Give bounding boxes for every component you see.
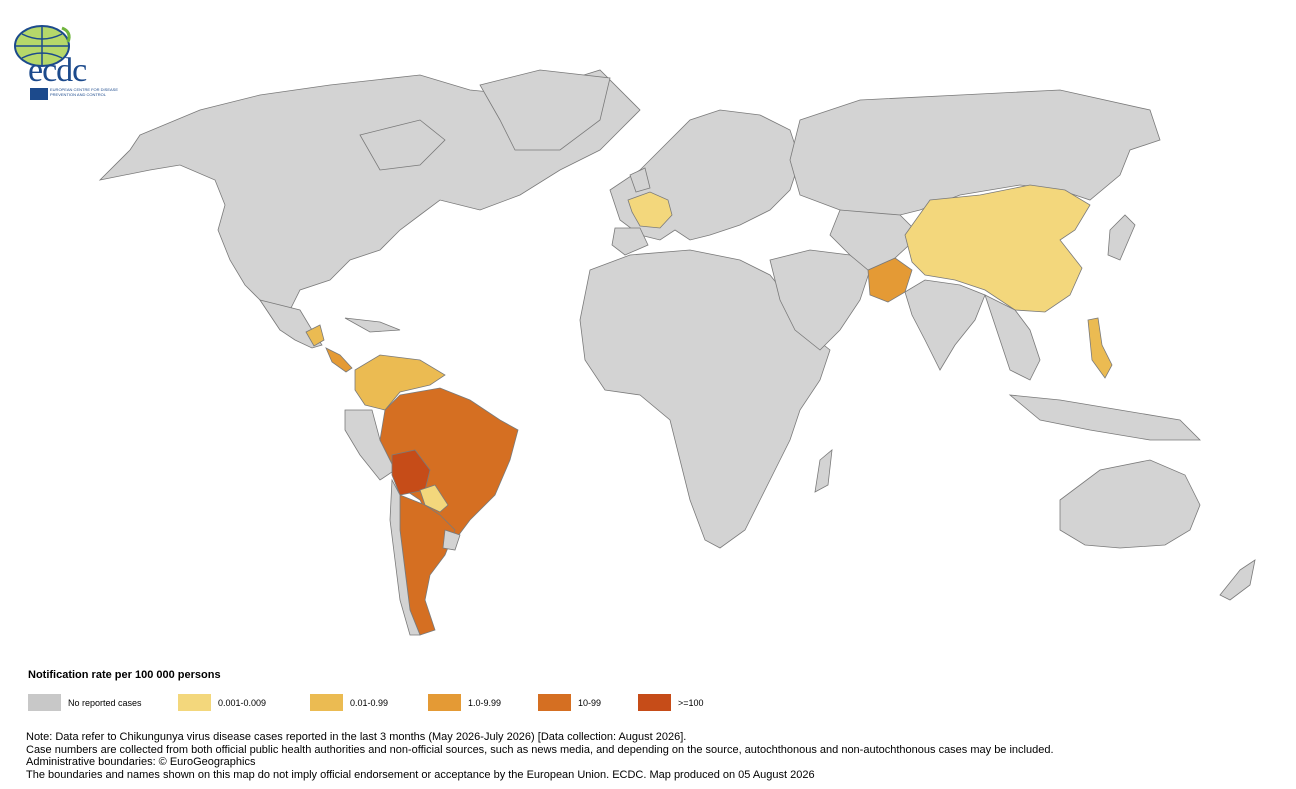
legend-label: 1.0-9.99 — [468, 697, 502, 708]
region-iberia — [611, 227, 649, 256]
note-line-3: Administrative boundaries: © EuroGeograp… — [26, 756, 256, 768]
region-southeast-asia — [984, 294, 1041, 381]
note-line-2: Case numbers are collected from both off… — [26, 743, 1054, 756]
region-ecuador-peru-west — [344, 409, 396, 481]
ecdc-logo — [10, 20, 120, 110]
region-indonesia — [1008, 394, 1201, 441]
legend-swatch — [178, 694, 211, 711]
region-russia — [789, 89, 1161, 221]
legend-swatch — [638, 694, 671, 711]
note-line-4: The boundaries and names shown on this m… — [26, 768, 815, 781]
legend-swatch — [428, 694, 461, 711]
legend-label: >=100 — [678, 697, 704, 708]
legend-swatch — [538, 694, 571, 711]
legend-item-level-2: 0.01-0.99 — [310, 694, 388, 711]
region-france — [627, 191, 673, 229]
region-colombia-venezuela — [354, 354, 446, 411]
region-middle-east — [769, 249, 871, 351]
region-india — [904, 279, 986, 371]
logo-wordmark: ecdc — [28, 52, 87, 89]
region-chile — [389, 478, 421, 636]
region-central-asia — [829, 209, 921, 271]
globe-icon — [14, 25, 71, 67]
legend-swatch — [310, 694, 343, 711]
region-philippines — [1087, 317, 1113, 379]
region-caribbean — [344, 317, 401, 333]
logo-subtitle: EUROPEAN CENTRE FOR DISEASE PREVENTION A… — [50, 87, 119, 97]
region-greenland — [479, 69, 611, 151]
legend-item-level-1: 0.001-0.009 — [178, 694, 266, 711]
region-mexico — [259, 299, 323, 349]
region-japan — [1107, 214, 1136, 261]
note-line-1: Note: Data refer to Chikungunya virus di… — [26, 731, 687, 743]
world-map — [98, 69, 1256, 636]
region-uruguay — [442, 529, 461, 551]
region-uk — [629, 167, 651, 193]
legend-label: No reported cases — [68, 697, 142, 708]
region-china — [904, 184, 1091, 313]
region-paraguay — [419, 484, 449, 513]
map-notes: Note: Data refer to Chikungunya virus di… — [26, 731, 1054, 781]
region-mexico-south — [305, 324, 325, 347]
region-africa — [579, 249, 831, 549]
legend-label: 0.001-0.009 — [218, 697, 267, 708]
legend-item-level-4: 10-99 — [538, 694, 601, 711]
region-new-zealand — [1219, 559, 1256, 601]
eu-flag-icon — [30, 88, 48, 100]
legend-item-level-5: >=100 — [638, 694, 704, 711]
legend-label: 0.01-0.99 — [350, 697, 389, 708]
legend-title: Notification rate per 100 000 persons — [28, 669, 221, 681]
region-australia — [1059, 459, 1201, 549]
legend-swatch — [28, 694, 61, 711]
legend-item-level-3: 1.0-9.99 — [428, 694, 501, 711]
legend-item-no-cases: No reported cases — [28, 694, 142, 711]
legend-label: 10-99 — [578, 697, 602, 708]
region-madagascar — [814, 449, 833, 493]
region-arctic-islands — [359, 119, 446, 171]
region-central-america — [325, 347, 353, 373]
